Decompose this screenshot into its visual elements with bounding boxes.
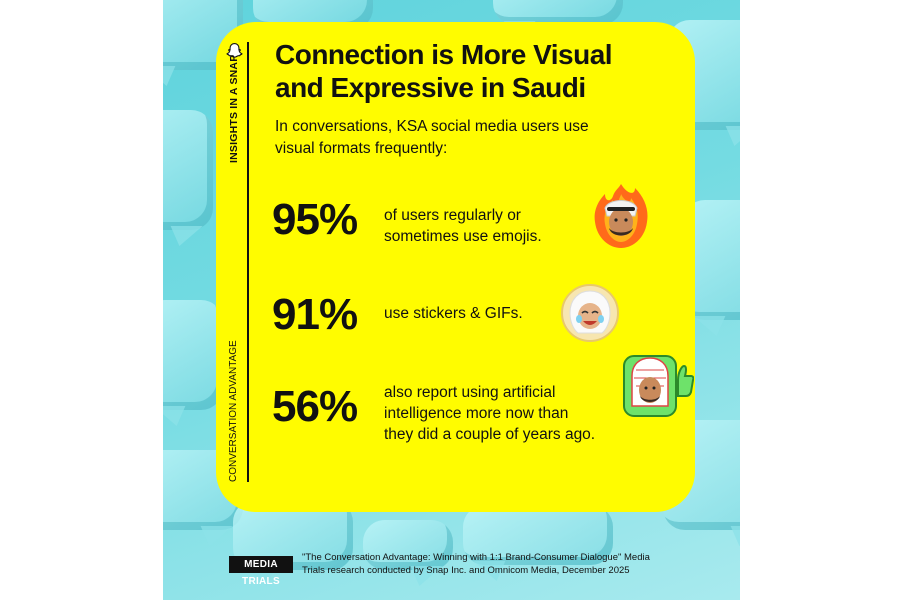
page-title: Connection is More Visual and Expressive… <box>275 38 675 104</box>
stat-line: also report using artificial <box>384 384 556 401</box>
thumbs-up-man-avatar-icon <box>623 355 694 417</box>
decorative-chat-bubble <box>163 110 213 230</box>
stat-text-ai: also report using artificial intelligenc… <box>384 382 624 445</box>
citation-line: Trials research conducted by Snap Inc. a… <box>302 564 630 576</box>
media-trials-logo: MEDIA TRIALS <box>229 556 293 587</box>
stat-line: they did a couple of years ago. <box>384 426 596 443</box>
snapchat-ghost-icon <box>226 43 243 58</box>
stat-value-ai: 56% <box>272 382 358 431</box>
title-line: and Expressive in Saudi <box>275 72 586 103</box>
decorative-chat-bubble <box>463 505 613 565</box>
vertical-label-insights: INSIGHTS IN A SNAP <box>228 54 240 163</box>
decorative-chat-bubble <box>363 520 453 570</box>
stat-text-emojis: of users regularly or sometimes use emoj… <box>384 205 624 247</box>
stat-line: intelligence more now than <box>384 405 569 422</box>
stat-value-emojis: 95% <box>272 195 358 244</box>
stat-line: of users regularly or <box>384 207 521 224</box>
source-citation: "The Conversation Advantage: Winning wit… <box>302 552 722 577</box>
stat-value-stickers: 91% <box>272 290 358 339</box>
title-line: Connection is More Visual <box>275 39 613 70</box>
citation-line: "The Conversation Advantage: Winning wit… <box>302 552 650 563</box>
insight-card <box>216 22 695 512</box>
stat-line: sometimes use emojis. <box>384 228 542 245</box>
decorative-chat-bubble <box>493 0 623 25</box>
vertical-divider <box>247 42 249 482</box>
decorative-chat-bubble <box>163 300 223 410</box>
intro-line: visual formats frequently: <box>275 140 448 157</box>
fire-man-avatar-icon <box>594 184 648 248</box>
vertical-label-conversation: CONVERSATION ADVANTAGE <box>228 340 239 482</box>
stat-line: use stickers & GIFs. <box>384 305 523 322</box>
stat-text-stickers: use stickers & GIFs. <box>384 303 624 324</box>
laughing-woman-avatar-icon <box>561 284 619 342</box>
intro-text: In conversations, KSA social media users… <box>275 116 605 160</box>
intro-line: In conversations, KSA social media users… <box>275 118 589 135</box>
